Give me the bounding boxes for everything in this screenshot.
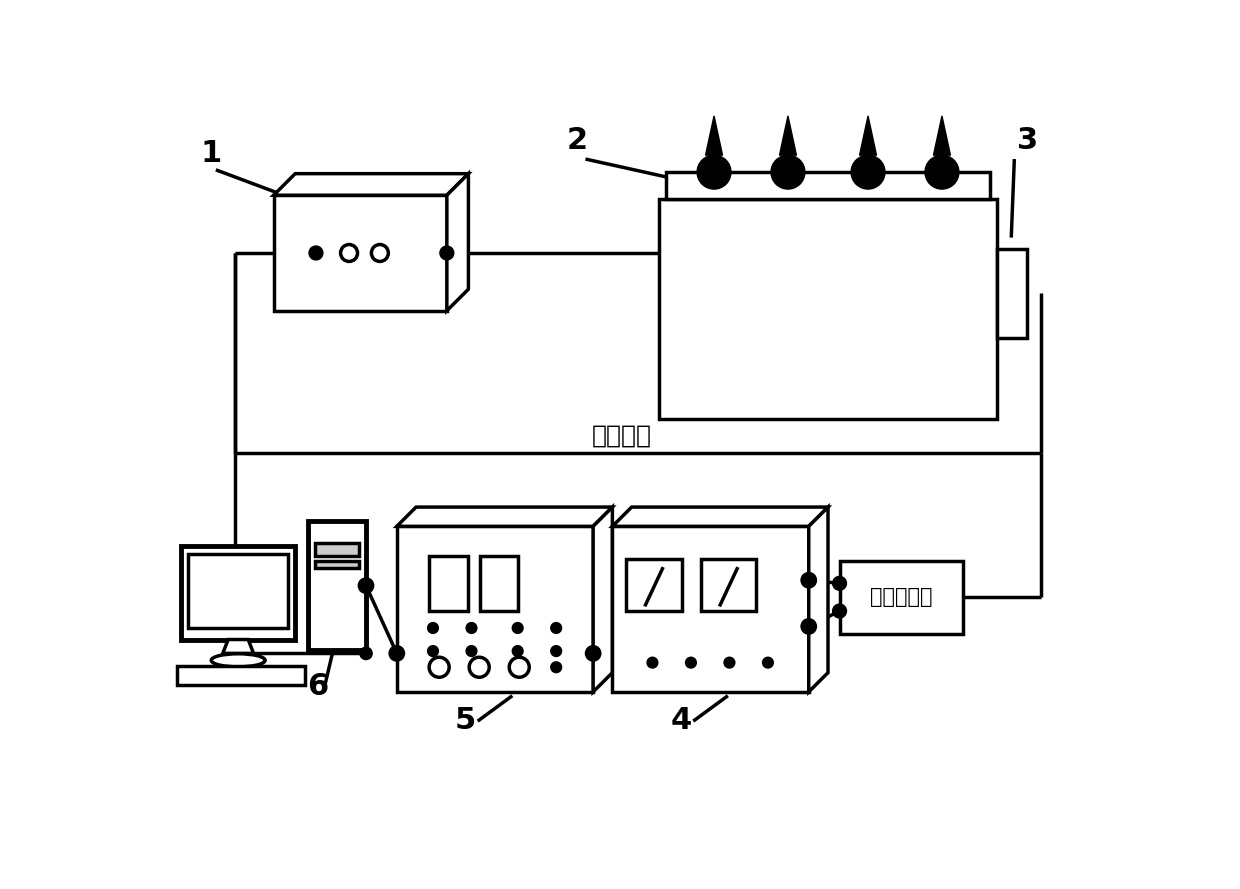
Circle shape — [309, 246, 322, 260]
Bar — [177, 667, 305, 685]
Circle shape — [647, 657, 658, 668]
Bar — [188, 554, 288, 628]
Text: 1: 1 — [201, 139, 222, 168]
Polygon shape — [274, 173, 469, 196]
Circle shape — [832, 576, 847, 590]
Bar — [997, 249, 1027, 338]
Circle shape — [551, 645, 562, 656]
Polygon shape — [223, 639, 253, 653]
Text: 5: 5 — [455, 706, 476, 735]
Polygon shape — [446, 173, 469, 311]
Circle shape — [697, 156, 732, 189]
Polygon shape — [808, 507, 828, 692]
Text: 光电探测器: 光电探测器 — [870, 587, 932, 607]
Circle shape — [585, 645, 601, 661]
Circle shape — [469, 657, 490, 677]
Circle shape — [551, 622, 562, 633]
Text: 参考信号: 参考信号 — [591, 423, 651, 447]
Circle shape — [801, 619, 816, 634]
Text: 2: 2 — [567, 126, 588, 155]
Circle shape — [686, 657, 697, 668]
Polygon shape — [613, 507, 828, 526]
Bar — [397, 526, 593, 692]
Polygon shape — [859, 116, 877, 156]
Bar — [309, 521, 366, 650]
Circle shape — [360, 647, 372, 660]
Text: 4: 4 — [670, 706, 692, 735]
Ellipse shape — [211, 653, 265, 667]
Text: 6: 6 — [306, 672, 327, 701]
Circle shape — [440, 246, 454, 260]
Circle shape — [510, 657, 529, 677]
Bar — [839, 561, 962, 634]
Text: 3: 3 — [1017, 126, 1038, 155]
Circle shape — [851, 156, 885, 189]
Circle shape — [341, 244, 357, 261]
Circle shape — [771, 156, 805, 189]
Polygon shape — [593, 507, 613, 692]
Circle shape — [925, 156, 959, 189]
Bar — [315, 542, 360, 556]
Circle shape — [466, 622, 477, 633]
Bar — [626, 558, 682, 611]
Circle shape — [724, 657, 735, 668]
Polygon shape — [934, 116, 950, 156]
Bar — [701, 558, 756, 611]
Circle shape — [512, 622, 523, 633]
Bar — [315, 561, 360, 568]
Bar — [658, 199, 997, 419]
Circle shape — [428, 645, 439, 656]
Circle shape — [763, 657, 774, 668]
Bar — [274, 196, 446, 311]
Polygon shape — [706, 116, 723, 156]
Polygon shape — [397, 507, 613, 526]
Circle shape — [428, 622, 439, 633]
Bar — [181, 546, 295, 639]
Polygon shape — [780, 116, 796, 156]
Circle shape — [372, 244, 388, 261]
Circle shape — [551, 661, 562, 673]
Circle shape — [466, 645, 477, 656]
Circle shape — [358, 578, 373, 593]
Circle shape — [429, 657, 449, 677]
Bar — [613, 526, 808, 692]
Bar — [480, 556, 518, 611]
Circle shape — [832, 605, 847, 618]
Bar — [429, 556, 467, 611]
Circle shape — [389, 645, 404, 661]
Circle shape — [801, 573, 816, 588]
Circle shape — [512, 645, 523, 656]
Bar — [666, 172, 990, 199]
